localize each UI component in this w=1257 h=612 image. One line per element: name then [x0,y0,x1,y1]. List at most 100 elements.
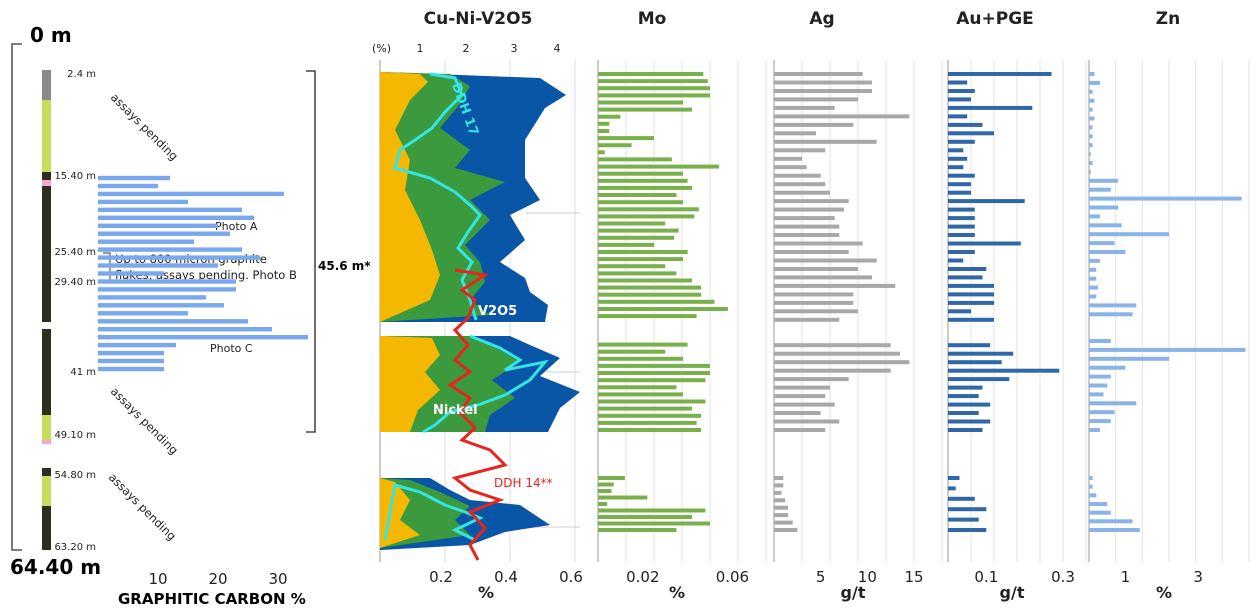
graphitic-carbon-bars [98,175,308,372]
assay-bar [598,378,706,383]
assay-bar [1089,267,1097,272]
upper-hole-areas [380,72,580,550]
assay-bar [1089,356,1169,361]
panel-title: Zn [1156,9,1180,29]
assay-bar [598,349,666,354]
assay-bar [598,143,632,148]
assay-bar [598,271,677,276]
assay-bar [598,164,719,169]
assay-bar [1089,510,1111,515]
x-axis-tick: 0.1 [974,568,998,586]
assay-bar [948,250,975,254]
assay-bar [1089,107,1093,112]
assay-bar [598,399,706,404]
assay-bar [948,394,979,399]
photo-a-label: Photo A [215,220,258,233]
assay-bar [598,307,728,311]
graphitic-carbon-bar [98,247,242,252]
top-axis-tick: 4 [554,42,561,55]
assay-bar [1089,428,1100,432]
assay-bar [1089,214,1100,219]
x-axis-tick: 0.02 [626,568,659,586]
graphitic-carbon-bar [98,279,236,284]
assay-bar [948,89,975,93]
assay-bar [1089,178,1119,183]
assay-bar [948,476,960,480]
assay-bar [1089,383,1108,388]
assay-bar [948,156,968,161]
graphitic-carbon-tick: 20 [208,570,227,588]
assay-bar [774,139,877,144]
assay-bar [1089,410,1115,415]
graphitic-carbon-chart: 10 20 30 GRAPHITIC CARBON % [98,175,308,608]
core-segment-black [42,506,51,550]
assay-bar [774,267,858,271]
assay-bar [598,221,666,226]
core-segment-green [42,476,51,506]
assay-bar [598,299,715,304]
graphitic-carbon-bar [98,191,284,197]
assay-bar [774,360,910,365]
assay-bar [774,250,849,254]
nickel-label: Nickel [433,403,478,418]
graphitic-carbon-bar [98,350,164,356]
assay-bar [598,285,701,290]
v2o5-label: V2O5 [478,304,517,319]
assay-bar [774,72,863,76]
assay-bar [598,264,666,269]
assay-bar [774,283,896,288]
assay-bar [948,114,968,119]
core-segment-pink [42,180,51,186]
assay-bar [598,363,710,368]
depth-label: 15.40 m [54,171,96,182]
well-log-panel: 0 m 64.40 m 2.4 m 15.40 m 25.40 m 29.40 m 41… [10,23,371,579]
assay-bar [598,242,654,247]
interval-label: 45.6 m* [318,259,371,273]
assay-bar [1089,347,1246,352]
x-axis-label: % [669,583,685,602]
copper-area-lower [380,478,420,548]
assay-bar [774,476,784,480]
assay-bar [948,233,975,237]
assay-bar [598,314,697,319]
assay-bar [1089,223,1122,228]
depth-label: 29.40 m [54,277,96,288]
assay-bar [774,394,826,399]
graphitic-carbon-bar [98,319,248,324]
assay-bar [774,368,891,373]
assay-bar [598,207,699,212]
assay-bar [598,528,677,532]
graphitic-carbon-bar [98,263,218,268]
assay-bar [948,507,987,512]
assay-bar [948,224,975,229]
assay-bar [598,178,688,183]
assay-bar [598,86,710,91]
assay-bar [774,148,826,153]
assay-bar [774,233,840,237]
x-axis-label: g/t [1000,583,1025,602]
assay-bar [948,267,987,271]
graphitic-carbon-bar [98,215,254,220]
graphitic-carbon-bar [98,342,176,348]
pending-labels: assays pending assays pending assays pendi… [106,90,181,543]
assay-bar [774,165,807,170]
graphitic-carbon-bar [98,366,164,372]
assay-bar [948,292,994,297]
assay-bar [774,351,900,356]
assay-bar [598,521,710,526]
assay-bar [948,148,964,153]
assay-bar [598,508,706,513]
ddh17-line-mid [422,334,549,434]
assay-bar [948,275,983,280]
assay-bar [1089,528,1140,532]
assay-bar [948,309,971,314]
assay-bar [1089,339,1111,343]
element-panel-ag: Ag 5 10 15 g/t [773,9,943,602]
assay-bar [1089,276,1097,281]
assay-bar [948,300,994,305]
assay-bar [948,182,971,187]
assay-bar [948,80,968,85]
core-segment-gray [42,70,51,100]
top-axis-tick: 2 [463,42,470,55]
assay-bar [1089,187,1111,192]
